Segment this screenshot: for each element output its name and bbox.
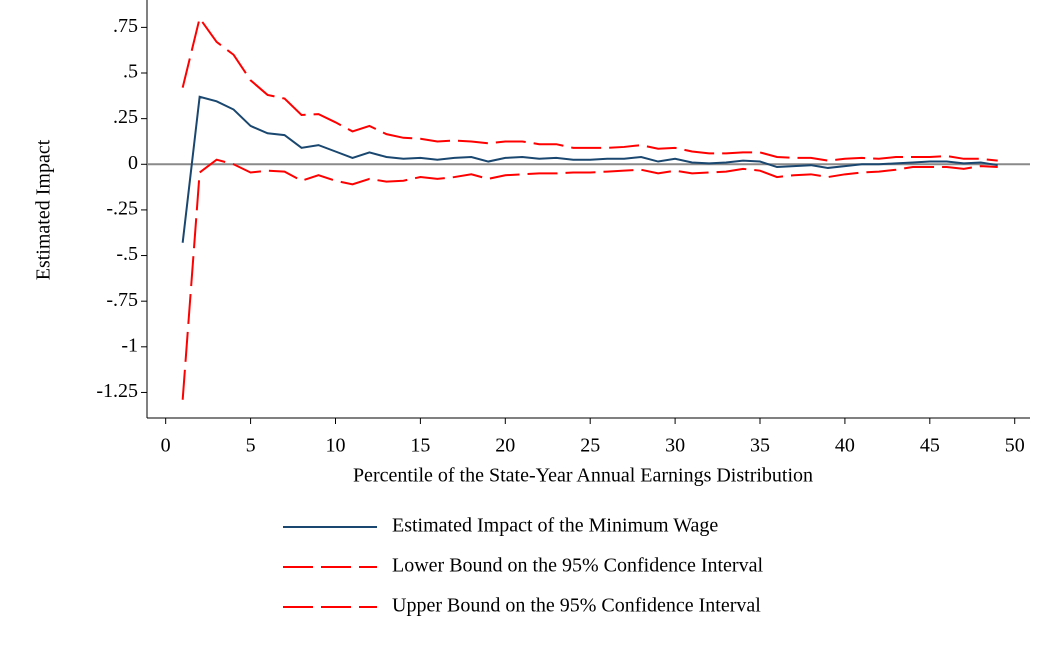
legend-label: Estimated Impact of the Minimum Wage (392, 515, 718, 537)
y-tick-label: .5 (123, 61, 138, 83)
x-tick-label: 35 (750, 435, 770, 457)
x-axis-title: Percentile of the State-Year Annual Earn… (353, 465, 813, 487)
series-line (181, 95, 998, 243)
x-tick-label: 45 (920, 435, 940, 457)
y-tick-label: -1.25 (96, 380, 138, 402)
series-line (181, 15, 998, 162)
x-tick-label: 15 (410, 435, 430, 457)
x-tick-label: 50 (1005, 435, 1025, 457)
x-tick-label: 25 (580, 435, 600, 457)
y-tick-label: 0 (128, 152, 138, 174)
series-line (181, 158, 998, 400)
y-tick-label: -.75 (106, 289, 138, 311)
legend-label: Upper Bound on the 95% Confidence Interv… (392, 595, 761, 617)
x-tick-label: 10 (325, 435, 345, 457)
x-tick-label: 5 (246, 435, 256, 457)
y-tick-label: .25 (113, 106, 138, 128)
x-tick-label: 40 (835, 435, 855, 457)
y-tick-label: .75 (113, 15, 138, 37)
y-axis-title: Estimated Impact (33, 139, 55, 280)
y-tick-label: -1 (121, 334, 138, 356)
x-tick-label: 20 (495, 435, 515, 457)
x-tick-label: 30 (665, 435, 685, 457)
x-tick-label: 0 (161, 435, 171, 457)
legend-label: Lower Bound on the 95% Confidence Interv… (392, 555, 763, 577)
y-tick-label: -.5 (116, 243, 138, 265)
y-tick-label: -.25 (106, 198, 138, 220)
